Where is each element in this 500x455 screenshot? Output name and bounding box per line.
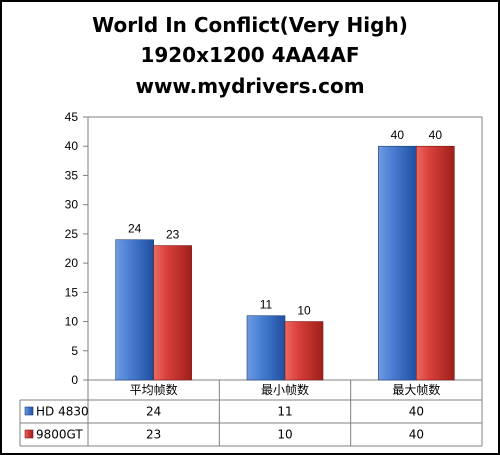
bar-hd4830: [115, 239, 154, 381]
bar-9800gt: [416, 145, 455, 381]
chart-title-line-1: World In Conflict(Very High): [92, 13, 408, 37]
table-cell-value: 23: [146, 428, 161, 442]
y-tick-label: 30: [65, 198, 79, 212]
data-label: 40: [429, 128, 443, 142]
data-label: 24: [128, 222, 142, 236]
legend-series-name: HD 4830: [36, 405, 89, 419]
chart-title-line-2: 1920x1200 4AA4AF: [140, 43, 360, 67]
legend-swatch-hd4830: [24, 406, 34, 416]
chart-title-line-3: www.mydrivers.com: [135, 74, 365, 98]
bar-9800gt: [153, 245, 192, 381]
category-label: 最小帧数: [261, 382, 309, 397]
data-label: 10: [297, 304, 311, 318]
category-label: 平均帧数: [130, 382, 178, 397]
legend-swatch-9800gt: [24, 429, 34, 439]
bar-hd4830: [378, 145, 417, 381]
data-label: 11: [260, 298, 273, 312]
y-tick-label: 45: [65, 110, 79, 124]
table-cell-value: 40: [409, 428, 424, 442]
table-cell-value: 24: [146, 405, 161, 419]
y-tick-label: 35: [65, 168, 79, 182]
y-tick-label: 5: [71, 344, 78, 358]
data-label: 23: [166, 228, 180, 242]
data-label: 40: [391, 128, 405, 142]
table-cell-value: 11: [277, 405, 292, 419]
bar-9800gt: [284, 321, 324, 381]
y-tick-label: 25: [65, 227, 79, 241]
legend-series-name: 9800GT: [36, 428, 83, 442]
y-tick-label: 40: [65, 139, 79, 153]
table-cell-value: 40: [409, 405, 424, 419]
bar-hd4830: [246, 315, 286, 381]
y-tick-label: 20: [65, 256, 79, 270]
y-tick-label: 10: [65, 315, 79, 329]
category-label: 最大帧数: [392, 382, 440, 397]
table-cell-value: 10: [277, 428, 292, 442]
y-tick-label: 0: [71, 373, 78, 387]
y-tick-label: 15: [65, 285, 79, 299]
